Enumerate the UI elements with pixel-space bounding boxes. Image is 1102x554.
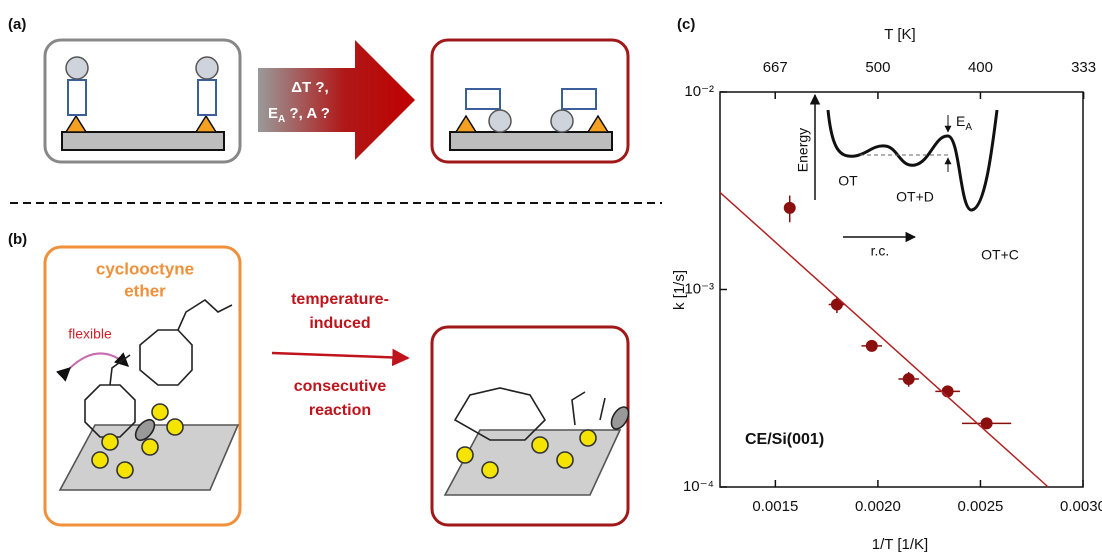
y-tick-label: 10⁻⁴: [683, 478, 714, 495]
y-tick-label: 10⁻²: [684, 83, 714, 100]
panel-label: (b): [8, 231, 27, 248]
inset-label: r.c.: [871, 243, 890, 259]
panel-label: (a): [8, 16, 26, 33]
x-tick-label: 0.0020: [855, 498, 901, 515]
figure: (a) ΔT ?, EA ?, A ? (b) cyclooctyne ethe…: [0, 0, 1102, 554]
process-arrow: [272, 353, 408, 358]
x2-axis-label: T [K]: [884, 26, 915, 43]
x2-tick-label: 500: [865, 59, 890, 76]
x-tick-label: 0.0015: [752, 498, 798, 515]
y-tick-label: 10⁻³: [684, 280, 714, 297]
x-tick-label: 0.0025: [958, 498, 1004, 515]
process-text: consecutive: [294, 378, 387, 395]
barrier-label: E: [956, 113, 965, 129]
arrow-text: E: [268, 105, 278, 122]
x2-tick-label: 667: [763, 59, 788, 76]
annotation: CE/Si(001): [745, 431, 824, 448]
y-axis-label: k [1/s]: [671, 270, 688, 310]
process-text: temperature-: [291, 291, 389, 308]
barrier-label: EA: [956, 113, 972, 133]
diagram-after: [432, 40, 628, 162]
arrow-text: EA ?, A ?: [268, 105, 330, 125]
state-label: OT+D: [896, 189, 934, 205]
flexible-label: flexible: [68, 326, 112, 342]
subscript: A: [965, 122, 972, 133]
x2-tick-label: 400: [968, 59, 993, 76]
panel-label: (c): [677, 16, 695, 33]
inset-label: Energy: [795, 128, 811, 172]
x-tick-label: 0.0030: [1060, 498, 1102, 515]
data-point: [942, 385, 954, 397]
diagram-before: [45, 40, 240, 162]
data-point: [784, 202, 796, 214]
molecule-name: cyclooctyne: [96, 259, 194, 278]
x2-tick-label: 333: [1071, 59, 1096, 76]
product-drawing: [432, 327, 632, 525]
arrow-text: ΔT ?,: [291, 79, 328, 96]
energy-inset: [815, 95, 997, 237]
subscript: A: [278, 114, 285, 125]
plot-frame: [720, 92, 1083, 487]
data-point: [866, 340, 878, 352]
molecule-name: ether: [124, 281, 166, 300]
process-arrow: [258, 40, 415, 160]
data-point: [903, 373, 915, 385]
process-text: induced: [309, 315, 370, 332]
process-text: reaction: [309, 402, 371, 419]
x-axis-label: 1/T [1/K]: [872, 536, 928, 553]
arrow-text: ?, A ?: [285, 105, 330, 122]
state-label: OT: [838, 173, 858, 189]
state-label: OT+C: [981, 247, 1019, 263]
